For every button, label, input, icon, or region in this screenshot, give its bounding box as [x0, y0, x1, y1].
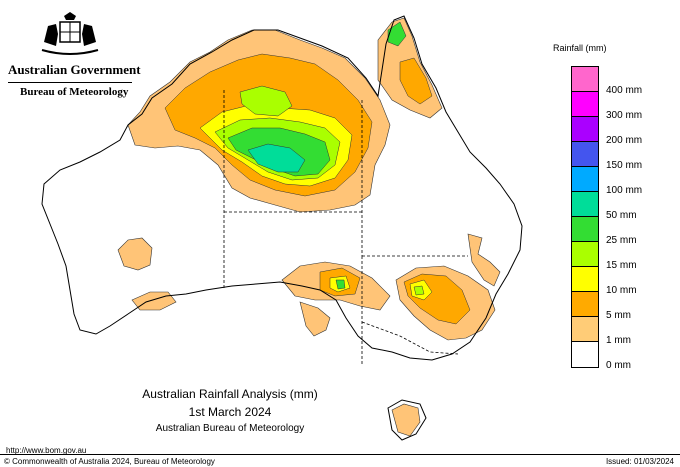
- legend-label: 150 mm: [606, 160, 643, 171]
- legend-swatch: [572, 267, 598, 292]
- government-title: Australian Government: [8, 62, 141, 77]
- legend-color-bar: [571, 66, 599, 368]
- legend-label: 100 mm: [606, 185, 643, 196]
- legend-swatch: [572, 292, 598, 317]
- legend-swatch: [572, 317, 598, 342]
- legend-label: 50 mm: [606, 210, 637, 221]
- rain-region-north-teal: [247, 143, 306, 173]
- rain-region-nsw-lime: [413, 285, 425, 296]
- rainfall-shading: [117, 17, 501, 437]
- legend-title: Rainfall (mm): [553, 43, 607, 53]
- nsw-vic-border: [361, 321, 459, 355]
- legend-swatch: [572, 192, 598, 217]
- rain-region-tasmania: [391, 403, 421, 437]
- tasmania-outline: [387, 399, 427, 441]
- legend-swatch: [572, 67, 598, 92]
- issued-date: Issued: 01/03/2024: [605, 457, 674, 466]
- rain-region-cape-york-green: [387, 21, 407, 47]
- legend-label: 0 mm: [606, 360, 631, 371]
- map-source: Australian Bureau of Meteorology: [155, 423, 305, 434]
- rain-region-arnhem-lime: [239, 85, 293, 117]
- coat-of-arms-icon: [41, 12, 99, 55]
- legend-swatch: [572, 167, 598, 192]
- footer-divider: [0, 454, 680, 455]
- rain-region-cape-york-orange: [399, 57, 433, 105]
- legend-label: 10 mm: [606, 285, 637, 296]
- legend-label: 15 mm: [606, 260, 637, 271]
- government-logo: Australian Government Bureau of Meteorol…: [8, 12, 141, 98]
- logo-divider: [8, 82, 132, 83]
- legend-swatch: [572, 117, 598, 142]
- map-title: Australian Rainfall Analysis (mm): [142, 387, 318, 401]
- copyright-text: © Commonwealth of Australia 2024, Bureau…: [4, 457, 215, 466]
- legend-swatch: [572, 242, 598, 267]
- rain-region-east-coast: [467, 233, 501, 287]
- rain-region-wa-1: [117, 237, 153, 271]
- legend-label: 5 mm: [606, 310, 631, 321]
- website-link[interactable]: http://www.bom.gov.au: [6, 446, 87, 455]
- legend-label: 25 mm: [606, 235, 637, 246]
- legend-label: 400 mm: [606, 85, 643, 96]
- legend-label: 300 mm: [606, 110, 643, 121]
- rain-region-sa-green: [335, 279, 346, 290]
- legend-swatch: [572, 142, 598, 167]
- legend-swatch: [572, 217, 598, 242]
- australia-outline: [41, 15, 523, 361]
- legend-swatch: [572, 92, 598, 117]
- legend-label: 200 mm: [606, 135, 643, 146]
- map-date: 1st March 2024: [188, 405, 272, 419]
- legend-label: 1 mm: [606, 335, 631, 346]
- bureau-title: Bureau of Meteorology: [20, 86, 129, 98]
- state-borders: [223, 90, 468, 364]
- legend-swatch: [572, 342, 598, 367]
- rain-region-victoria: [299, 301, 331, 337]
